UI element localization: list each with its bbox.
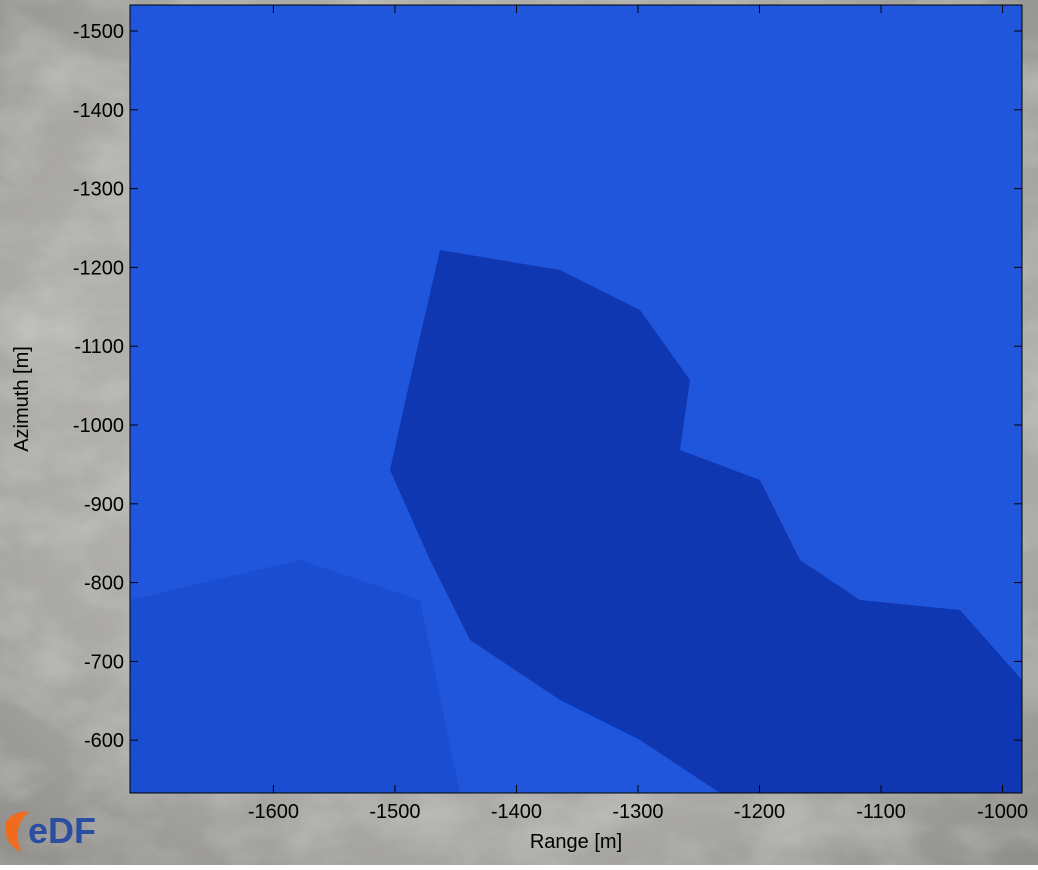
image-speckle xyxy=(130,5,1022,793)
y-tick-label: -1300 xyxy=(73,179,124,201)
x-tick-label: -1000 xyxy=(977,801,1028,823)
logo: eDF xyxy=(6,810,96,852)
y-axis-label: Azimuth [m] xyxy=(11,346,33,452)
x-tick-label: -1100 xyxy=(856,801,906,823)
x-tick-label: -1300 xyxy=(612,801,663,823)
y-tick-label: -700 xyxy=(84,651,124,673)
y-tick-label: -1400 xyxy=(73,100,124,122)
x-axis-label: Range [m] xyxy=(530,831,622,853)
y-tick-label: -800 xyxy=(84,573,124,595)
y-tick-label: -1000 xyxy=(73,415,124,437)
y-tick-label: -1500 xyxy=(73,21,124,43)
x-tick-label: -1400 xyxy=(491,801,542,823)
plot-frame xyxy=(129,4,1023,794)
y-tick-label: -1100 xyxy=(74,336,124,358)
logo-text: eDF xyxy=(28,810,96,851)
sar-image xyxy=(130,5,1022,793)
x-tick-label: -1500 xyxy=(369,801,420,823)
x-tick-label: -1600 xyxy=(248,801,299,823)
y-tick-label: -1200 xyxy=(73,257,124,279)
logo-swoosh xyxy=(6,811,30,852)
x-tick-label: -1200 xyxy=(734,801,785,823)
y-tick-label: -600 xyxy=(84,730,124,752)
y-tick-label: -900 xyxy=(84,494,124,516)
